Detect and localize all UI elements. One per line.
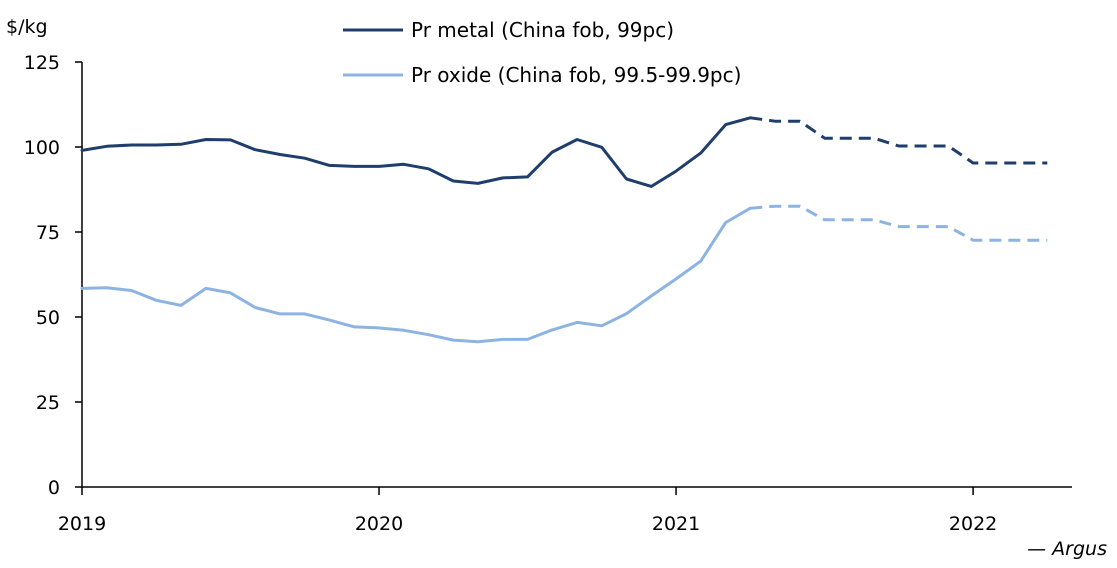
legend-label-oxide: Pr oxide (China fob, 99.5-99.9pc) [411,63,741,87]
series-line-metal-actual [80,116,752,188]
x-tick-label: 2022 [949,513,997,535]
x-tick-label: 2020 [355,513,403,535]
y-tick-label: 0 [48,477,60,499]
x-axis: 2019 2020 2021 2022 [58,486,1072,535]
legend: Pr metal (China fob, 99pc) Pr oxide (Chin… [343,18,741,87]
y-tick-label: 125 [24,52,60,74]
y-tick-label: 50 [36,307,60,329]
x-tick-label: 2019 [58,513,106,535]
y-axis-unit-label: $/kg [6,16,48,38]
series-lines [80,116,1048,344]
y-tick-label: 100 [24,137,60,159]
source-label: — Argus [1027,538,1107,560]
series-line-oxide-forecast [750,204,1048,242]
legend-label-metal: Pr metal (China fob, 99pc) [411,18,674,42]
y-axis: 0 25 50 75 100 125 [24,52,83,499]
y-tick-label: 75 [36,222,60,244]
series-line-oxide-actual [80,206,752,344]
series-line-metal-forecast [750,116,1048,165]
y-tick-label: 25 [36,392,60,414]
x-tick-label: 2021 [652,513,700,535]
